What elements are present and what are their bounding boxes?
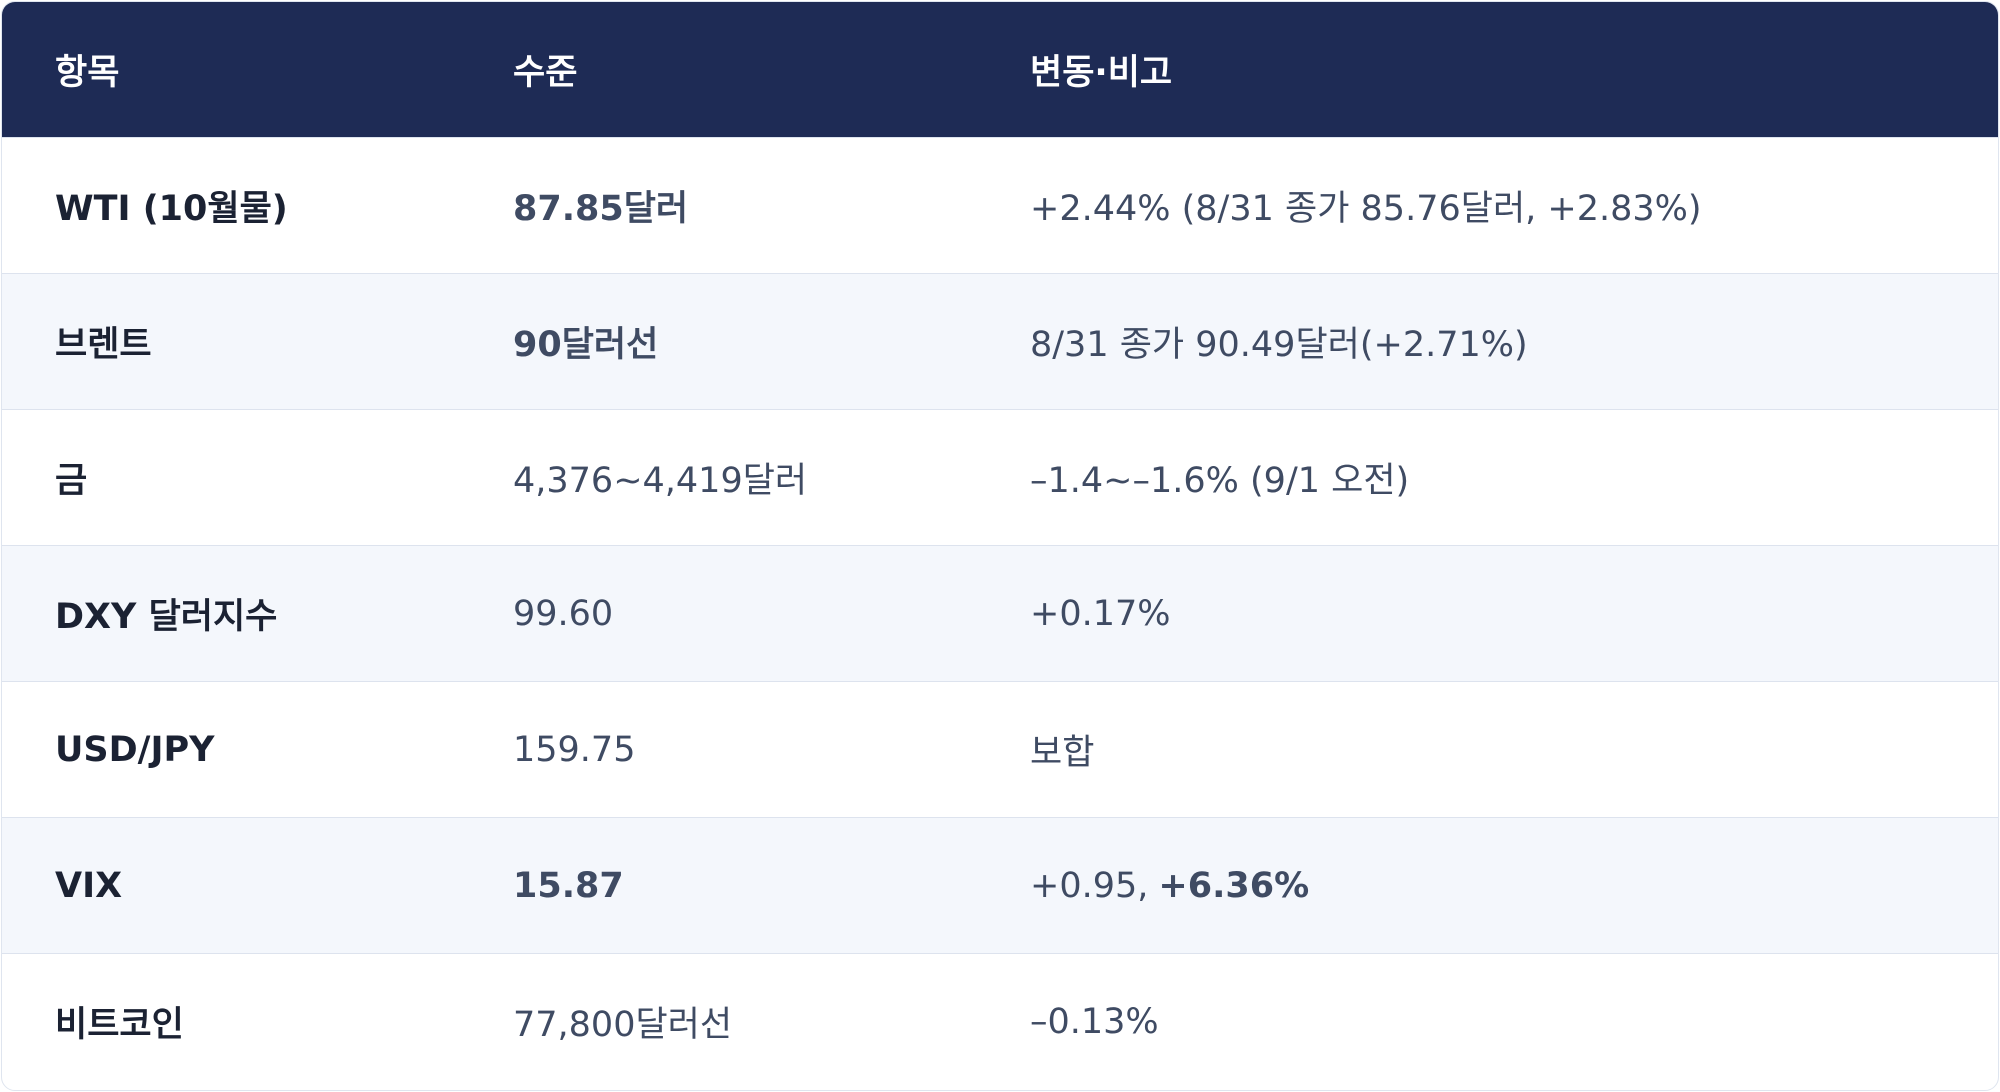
table-row: VIX 15.87 +0.95, +6.36%: [2, 817, 1998, 953]
level-cell: 99.60: [513, 593, 614, 634]
table-row: DXY 달러지수 99.60 +0.17%: [2, 545, 1998, 681]
change-cell: +0.17%: [1030, 593, 1171, 634]
table-row: 비트코인 77,800달러선 –0.13%: [2, 953, 1998, 1089]
change-cell: –0.13%: [1030, 1001, 1159, 1042]
change-cell: +2.44% (8/31 종가 85.76달러, +2.83%): [1030, 189, 1702, 229]
level-cell: 15.87: [513, 865, 624, 906]
level-cell: 159.75: [513, 729, 636, 770]
table-row: 금 4,376~4,419달러 –1.4~–1.6% (9/1 오전): [2, 409, 1998, 545]
change-part-bold: +6.36%: [1158, 865, 1310, 906]
change-cell: –1.4~–1.6% (9/1 오전): [1030, 461, 1410, 501]
item-cell: 비트코인: [55, 1005, 184, 1045]
item-cell: 금: [55, 461, 88, 501]
level-cell: 90달러선: [513, 325, 659, 365]
item-cell: VIX: [55, 865, 123, 906]
change-part: +0.95,: [1030, 865, 1149, 906]
item-cell: 브렌트: [55, 325, 152, 365]
item-cell: USD/JPY: [55, 729, 215, 770]
table-row: USD/JPY 159.75 보합: [2, 681, 1998, 817]
header-cell: 변동·비고: [1030, 53, 1173, 93]
level-cell: 4,376~4,419달러: [513, 461, 808, 501]
level-cell: 87.85달러: [513, 189, 689, 229]
header-row: 항목 수준 변동·비고: [2, 2, 1998, 137]
level-cell: 77,800달러선: [513, 1005, 733, 1045]
change-cell: +0.95, +6.36%: [1030, 866, 1309, 906]
header-cell: 수준: [513, 53, 578, 93]
table-row: 브렌트 90달러선 8/31 종가 90.49달러(+2.71%): [2, 273, 1998, 409]
item-cell: DXY 달러지수: [55, 597, 278, 637]
header-cell: 항목: [55, 53, 120, 93]
change-cell: 8/31 종가 90.49달러(+2.71%): [1030, 325, 1528, 365]
table-row: WTI (10월물) 87.85달러 +2.44% (8/31 종가 85.76…: [2, 137, 1998, 273]
item-cell: WTI (10월물): [55, 189, 288, 229]
change-cell: 보합: [1030, 733, 1095, 773]
